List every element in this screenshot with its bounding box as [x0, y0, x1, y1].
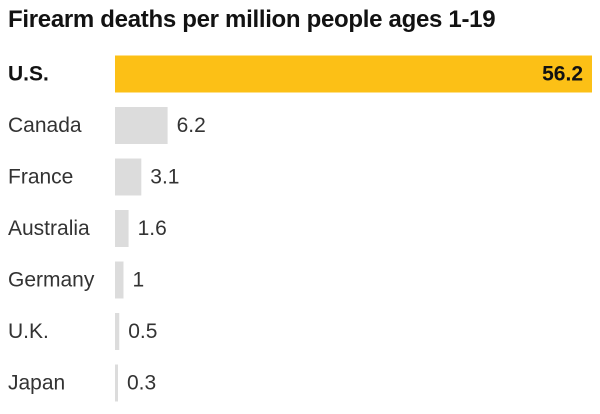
bar-canada: [115, 107, 168, 144]
category-label-france: France: [8, 166, 73, 189]
chart-title: Firearm deaths per million people ages 1…: [8, 6, 496, 33]
bar-u-s: [115, 55, 592, 93]
bar-france: [115, 158, 142, 196]
category-label-australia: Australia: [8, 217, 90, 240]
bar-u-k: [115, 313, 120, 350]
value-label-japan: 0.3: [127, 372, 156, 395]
value-label-germany: 1: [132, 269, 144, 292]
value-label-australia: 1.6: [138, 217, 167, 240]
bar-germany: [115, 261, 124, 299]
category-label-germany: Germany: [8, 269, 95, 292]
bar-japan: [115, 364, 118, 402]
category-label-japan: Japan: [8, 372, 65, 395]
bar-australia: [115, 210, 129, 247]
category-label-canada: Canada: [8, 114, 82, 137]
value-label-france: 3.1: [150, 166, 179, 189]
value-label-u-s: 56.2: [542, 63, 583, 86]
category-label-u-s: U.S.: [8, 63, 49, 86]
category-label-u-k: U.K.: [8, 320, 49, 343]
value-label-canada: 6.2: [177, 114, 206, 137]
value-label-u-k: 0.5: [128, 320, 157, 343]
